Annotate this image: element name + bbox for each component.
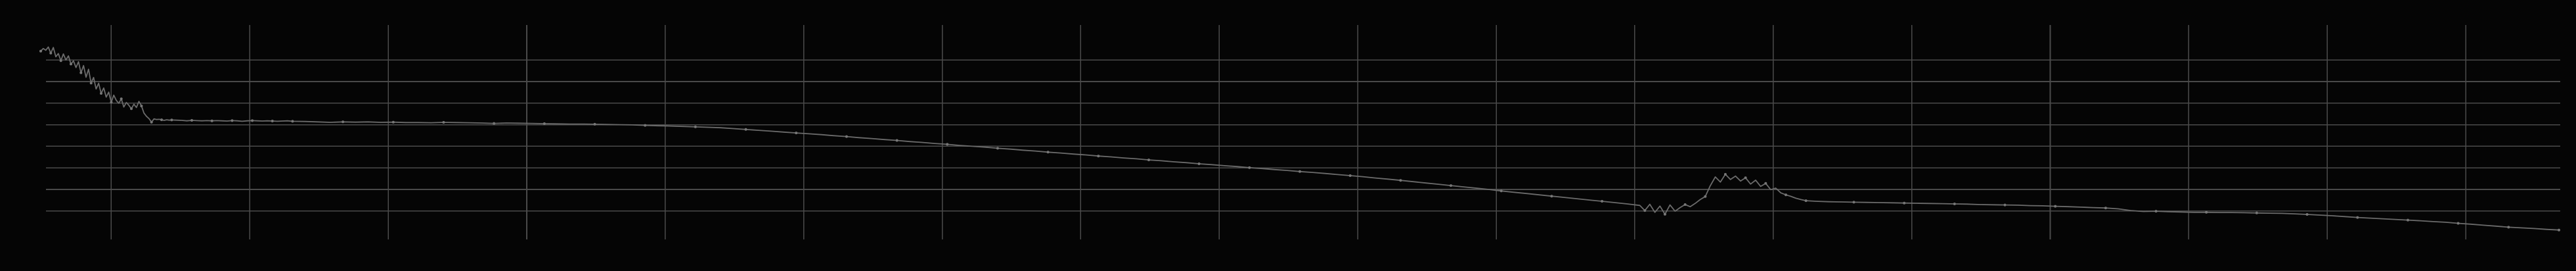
data-point <box>160 118 163 122</box>
data-point <box>2407 218 2409 222</box>
data-point <box>744 128 747 131</box>
data-point <box>442 121 445 124</box>
data-point <box>2507 226 2510 229</box>
data-point <box>110 101 113 104</box>
data-point <box>593 122 596 126</box>
data-point <box>1785 193 1787 197</box>
data-point <box>1601 200 1604 203</box>
data-point <box>231 119 234 122</box>
data-point <box>291 120 294 123</box>
data-point <box>1348 174 1352 177</box>
data-point <box>100 92 102 95</box>
data-point <box>1953 203 1956 205</box>
data-point <box>1097 155 1100 158</box>
data-point <box>190 119 193 122</box>
data-point <box>845 135 848 138</box>
data-point <box>1683 203 1687 206</box>
data-point <box>89 82 93 85</box>
data-point <box>946 143 949 146</box>
data-point <box>2558 228 2560 232</box>
data-point <box>1852 201 1855 204</box>
data-point <box>2054 205 2057 208</box>
data-point <box>2154 210 2158 213</box>
data-point <box>2205 210 2208 214</box>
data-point <box>1147 159 1150 162</box>
data-point <box>130 107 133 111</box>
data-point <box>1450 184 1452 187</box>
data-point <box>694 125 697 128</box>
data-point <box>1744 176 1747 180</box>
data-point <box>1550 195 1553 198</box>
data-point <box>543 122 546 125</box>
data-point <box>120 97 123 101</box>
data-point <box>644 124 647 127</box>
data-point <box>2456 222 2460 225</box>
data-point <box>895 139 899 142</box>
data-point <box>1704 195 1707 198</box>
data-point <box>2255 211 2258 214</box>
data-point <box>1764 182 1767 185</box>
data-point <box>271 120 274 122</box>
data-point <box>49 51 53 55</box>
data-point <box>170 118 173 122</box>
data-point <box>39 49 42 53</box>
data-point <box>2003 203 2007 207</box>
data-point <box>1663 212 1666 216</box>
data-point <box>210 119 213 122</box>
data-point <box>391 120 395 124</box>
data-point <box>1723 173 1727 176</box>
data-point <box>795 132 798 135</box>
data-point <box>1643 209 1647 212</box>
data-point <box>2104 207 2107 210</box>
data-point <box>493 122 496 125</box>
data-point <box>1399 179 1402 182</box>
data-point <box>150 120 153 124</box>
data-point <box>1804 199 1808 203</box>
grid-layer <box>46 25 2560 239</box>
data-point <box>2305 213 2309 216</box>
data-point <box>1903 201 1906 205</box>
data-point <box>1299 170 1301 173</box>
data-point <box>59 59 62 62</box>
data-point <box>70 62 72 66</box>
data-point <box>1046 151 1050 154</box>
series-layer <box>39 46 2560 232</box>
data-point <box>1197 162 1201 165</box>
data-point <box>2356 216 2359 219</box>
data-point <box>342 120 345 124</box>
data-point <box>140 105 143 108</box>
data-point <box>1248 166 1251 169</box>
series-line <box>40 46 2560 231</box>
data-point <box>251 119 254 122</box>
data-point <box>1499 189 1503 193</box>
data-point <box>996 147 999 150</box>
data-point <box>79 71 83 74</box>
